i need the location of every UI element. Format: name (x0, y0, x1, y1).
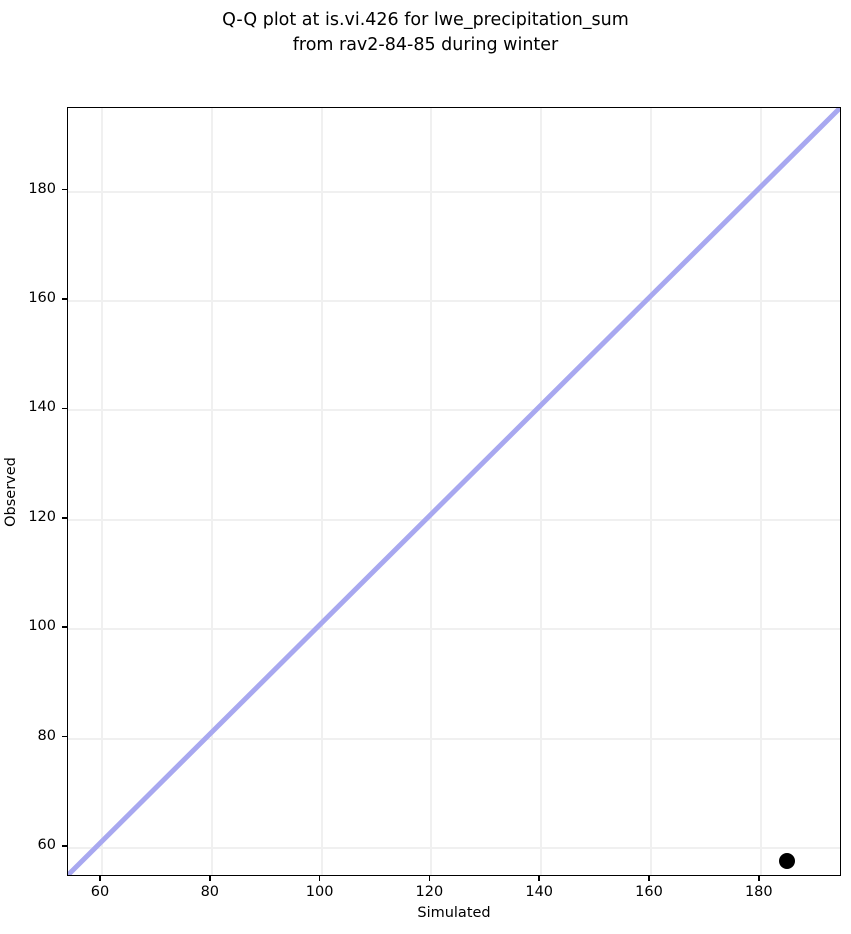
gridline-horizontal-60 (68, 846, 840, 849)
tick-label-y-180: 180 (28, 180, 56, 197)
tick-label-x-100: 100 (305, 884, 334, 900)
tick-mark-y-120 (62, 517, 67, 519)
tick-mark-y-180 (62, 188, 67, 191)
x-axis-label: Simulated (417, 905, 491, 921)
gridline-vertical-160 (650, 108, 652, 875)
tick-mark-x-160 (648, 876, 650, 881)
gridline-horizontal-100 (68, 628, 840, 631)
tick-mark-x-100 (318, 876, 321, 881)
tick-mark-y-100 (62, 626, 67, 628)
tick-mark-y-160 (62, 298, 67, 300)
gridline-horizontal-140 (68, 409, 840, 412)
tick-label-x-160: 160 (635, 884, 663, 900)
gridline-horizontal-160 (68, 300, 840, 303)
gridline-vertical-180 (759, 108, 762, 875)
tick-label-y-100: 100 (28, 618, 56, 635)
tick-label-y-160: 160 (28, 290, 56, 307)
page-title: Q-Q plot at is.vi.426 for lwe_precipitat… (222, 10, 629, 55)
gridline-vertical-80 (210, 108, 213, 875)
tick-label-x-180: 180 (744, 884, 773, 900)
tick-label-y-80: 80 (37, 727, 56, 744)
gridline-vertical-100 (320, 108, 323, 875)
tick-mark-x-60 (99, 876, 101, 881)
tick-mark-y-80 (62, 735, 67, 738)
tick-label-y-60: 60 (37, 836, 56, 853)
tick-mark-x-140 (538, 876, 540, 881)
tick-label-y-140: 140 (28, 399, 56, 416)
gridline-vertical-60 (101, 108, 103, 875)
tick-label-x-60: 60 (90, 884, 110, 900)
y-axis-label: Observed (0, 107, 22, 876)
gridline-vertical-140 (540, 108, 543, 875)
tick-label-y-120: 120 (28, 508, 56, 525)
tick-label-x-120: 120 (415, 884, 444, 900)
tick-label-x-80: 80 (200, 884, 220, 900)
tick-mark-y-140 (62, 407, 67, 410)
tick-label-x-140: 140 (525, 884, 554, 900)
tick-mark-y-60 (62, 845, 67, 847)
tick-mark-x-180 (758, 876, 760, 881)
data-point (778, 853, 795, 870)
plot-area (67, 107, 841, 876)
one-to-one-reference-line (68, 108, 840, 875)
gridline-horizontal-120 (68, 518, 840, 521)
tick-mark-x-120 (428, 876, 431, 881)
gridline-horizontal-80 (68, 737, 840, 740)
gridline-vertical-120 (430, 108, 433, 875)
gridline-horizontal-180 (68, 190, 840, 193)
tick-mark-x-80 (209, 876, 211, 881)
y-axis-label-text: Observed (3, 456, 20, 527)
